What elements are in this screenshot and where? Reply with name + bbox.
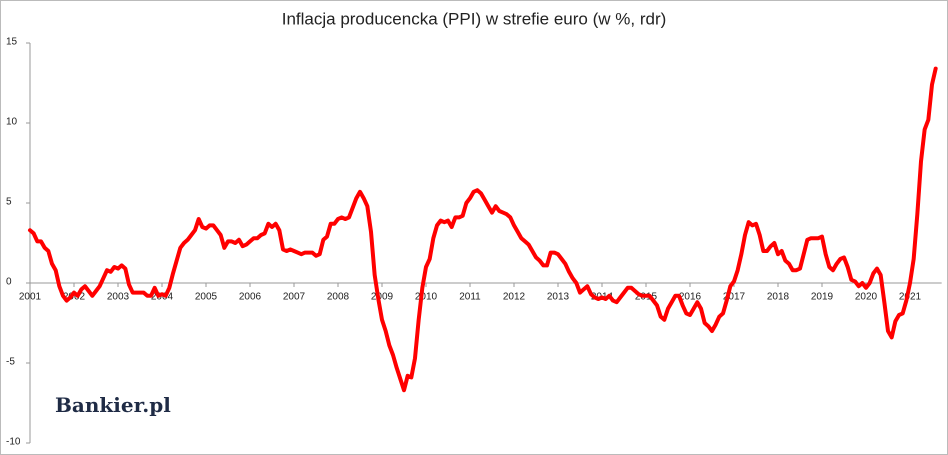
y-tick-label: -10 <box>6 437 21 448</box>
x-tick-label: 2010 <box>415 292 438 303</box>
x-tick-label: 2005 <box>195 292 218 303</box>
x-tick-label: 2011 <box>459 292 481 303</box>
x-tick-label: 2002 <box>63 292 86 303</box>
y-tick-label: 5 <box>6 197 12 208</box>
x-tick-label: 2003 <box>107 292 130 303</box>
x-tick-label: 2001 <box>19 292 42 303</box>
y-tick-label: 15 <box>6 37 18 48</box>
x-tick-label: 2007 <box>283 292 306 303</box>
x-tick-label: 2009 <box>371 292 394 303</box>
x-tick-label: 2004 <box>151 292 174 303</box>
chart-title: Inflacja producencka (PPI) w strefie eur… <box>282 9 667 28</box>
x-tick-label: 2012 <box>503 292 526 303</box>
x-tick-label: 2021 <box>899 292 922 303</box>
logo: Bankier.pl <box>55 393 171 417</box>
x-tick-label: 2017 <box>723 292 746 303</box>
x-tick-label: 2008 <box>327 292 350 303</box>
x-tick-label: 2019 <box>811 292 834 303</box>
x-tick-label: 2020 <box>855 292 878 303</box>
y-tick-label: 10 <box>6 117 18 128</box>
y-tick-label: 0 <box>6 277 12 288</box>
y-tick-label: -5 <box>6 357 15 368</box>
x-tick-label: 2013 <box>547 292 570 303</box>
x-tick-label: 2018 <box>767 292 790 303</box>
data-line <box>28 66 938 393</box>
x-tick-label: 2016 <box>679 292 702 303</box>
x-tick-label: 2006 <box>239 292 262 303</box>
